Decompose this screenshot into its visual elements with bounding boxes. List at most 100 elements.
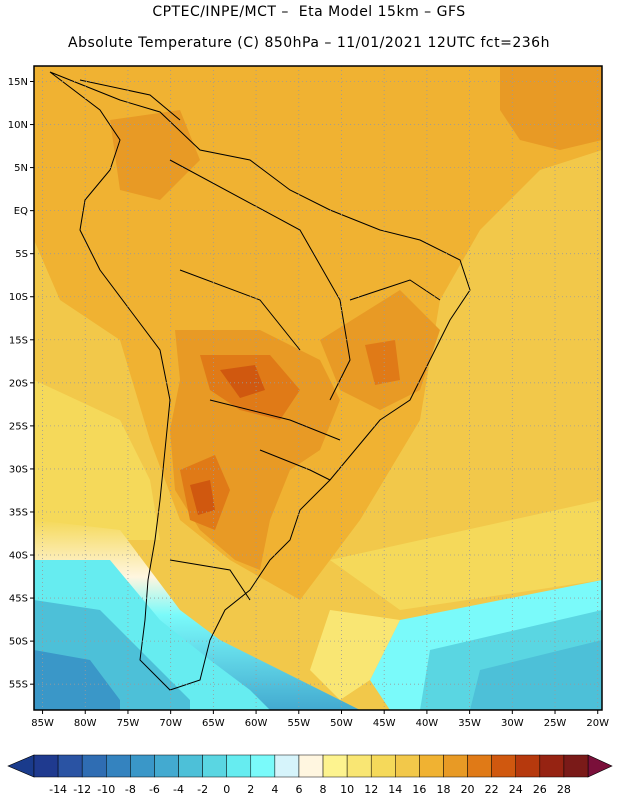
colorbar-bin: [274, 754, 300, 778]
colorbar-bin: [178, 754, 203, 778]
coastline-borders: [49, 71, 471, 691]
colorbar-label: 22: [485, 783, 499, 796]
colorbar-label: 10: [340, 783, 354, 796]
colorbar-bin: [57, 754, 83, 778]
colorbar-label: -2: [197, 783, 208, 796]
lon-tick-label: 70W: [159, 718, 182, 729]
colorbar-bin: [202, 754, 227, 778]
colorbar-bin: [250, 754, 276, 778]
field-12c: [310, 610, 400, 700]
colorbar-label: 24: [509, 783, 523, 796]
longitude-axis: 85W 80W 75W 70W 65W 60W 55W 50W 45W 40W 35W 30W 25W 2…: [31, 710, 609, 729]
lat-tick-label: EQ: [14, 206, 28, 217]
graticule: [34, 66, 602, 710]
lat-tick-label: 50S: [9, 637, 28, 648]
map-title-line-1: CPTEC/INPE/MCT – Eta Model 15km – GFS: [152, 4, 466, 20]
lat-tick-label: 30S: [9, 464, 28, 475]
colorbar-bin: [419, 754, 444, 778]
colorbar-low-arrow: [7, 754, 35, 778]
lon-tick-label: 55W: [287, 718, 310, 729]
border-4: [259, 449, 331, 481]
colorbar-bin: [395, 754, 420, 778]
central-america: [79, 79, 181, 121]
colorbar-label: 18: [436, 783, 450, 796]
lon-tick-label: 75W: [117, 718, 140, 729]
lat-tick-label: 55S: [9, 680, 28, 691]
lat-tick-label: 5N: [14, 163, 28, 174]
lon-tick-label: 65W: [202, 718, 225, 729]
colorbar-bin: [515, 754, 541, 778]
lat-tick-label: 5S: [15, 249, 28, 260]
field-minus4c: [34, 650, 120, 710]
colorbar-label: -10: [97, 783, 115, 796]
colorbar-label: 20: [461, 783, 475, 796]
lon-tick-label: 40W: [416, 718, 439, 729]
colorbar-bin: [563, 754, 589, 778]
field-20c-atlantic: [500, 66, 602, 150]
field-22c-minas: [365, 340, 400, 385]
field-20c-colombia: [110, 110, 200, 200]
colorbar-bin: [154, 754, 179, 778]
colorbar-label: -12: [73, 783, 91, 796]
colorbar-label: 6: [295, 783, 302, 796]
lon-tick-label: 20W: [586, 718, 609, 729]
colorbar-label: 0: [223, 783, 230, 796]
colorbar-label: 14: [388, 783, 402, 796]
map-title-line-2: Absolute Temperature (C) 850hPa – 11/01/…: [68, 35, 550, 51]
colorbar-label: -14: [49, 783, 67, 796]
lat-tick-label: 25S: [9, 421, 28, 432]
lon-tick-label: 35W: [458, 718, 481, 729]
lon-tick-label: 25W: [544, 718, 567, 729]
lat-tick-label: 20S: [9, 378, 28, 389]
colorbar-bin: [491, 754, 516, 778]
colorbar-label: 12: [364, 783, 378, 796]
lat-tick-label: 15N: [8, 77, 28, 88]
colorbar: -14 -12 -10 -8 -6 -4 -2 0 2 4 6 8 10 12 14 16 18 20 22 24 26…: [7, 754, 613, 796]
colorbar-bin: [443, 754, 468, 778]
lon-tick-label: 80W: [74, 718, 97, 729]
colorbar-bin: [81, 754, 107, 778]
border-1: [169, 159, 351, 401]
lat-tick-label: 10N: [8, 120, 28, 131]
colorbar-label: 8: [320, 783, 327, 796]
colorbar-bin: [467, 754, 492, 778]
temperature-field: [34, 66, 602, 710]
border-2: [179, 269, 301, 351]
field-0c-atlantic: [470, 640, 602, 710]
colorbar-bin: [539, 754, 565, 778]
field-16c-pacific: [34, 380, 160, 540]
lat-tick-label: 35S: [9, 507, 28, 518]
south-america-outline: [49, 71, 471, 691]
colorbar-label: -8: [125, 783, 136, 796]
colorbar-label: 26: [533, 783, 547, 796]
field-24c-core: [220, 365, 265, 398]
lon-tick-label: 45W: [373, 718, 396, 729]
colorbar-bin: [130, 754, 155, 778]
colorbar-bin: [298, 754, 324, 778]
colorbar-bin: [106, 754, 131, 778]
colorbar-bin: [322, 754, 348, 778]
colorbar-label: -6: [149, 783, 160, 796]
border-5: [349, 279, 441, 301]
colorbar-label: 28: [557, 783, 571, 796]
colorbar-label: 2: [247, 783, 254, 796]
map-frame: [33, 65, 603, 711]
colorbar-bin: [346, 754, 372, 778]
colorbar-bin: [33, 754, 59, 778]
lat-tick-label: 15S: [9, 335, 28, 346]
lat-tick-label: 45S: [9, 594, 28, 605]
lon-tick-label: 60W: [245, 718, 268, 729]
lat-tick-label: 40S: [9, 551, 28, 562]
colorbar-bin: [226, 754, 252, 778]
border-6: [169, 559, 251, 601]
lat-tick-label: 10S: [9, 292, 28, 303]
colorbar-label: -4: [173, 783, 184, 796]
lon-tick-label: 50W: [330, 718, 353, 729]
colorbar-bin: [370, 754, 396, 778]
latitude-axis: 15N 10N 5N EQ 5S 10S 15S 20S 25S 30S 35S 40S 45S 50S 5…: [8, 77, 34, 691]
field-24c-core-2: [190, 480, 215, 515]
lon-tick-label: 85W: [31, 718, 54, 729]
colorbar-label: 16: [412, 783, 426, 796]
border-3: [209, 399, 341, 441]
